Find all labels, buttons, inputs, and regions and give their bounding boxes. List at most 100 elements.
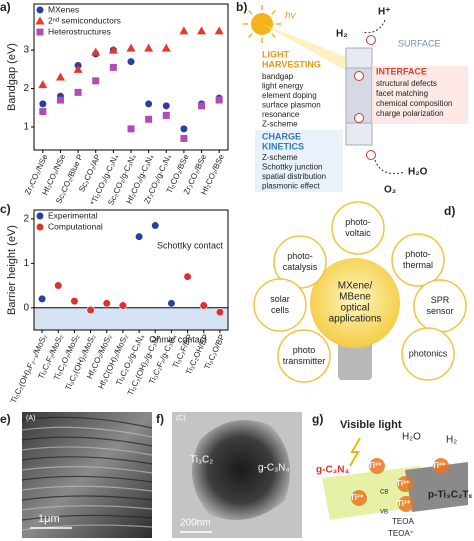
legend-label: Heterostructures: [48, 26, 111, 36]
legend-label: MXenes: [48, 4, 79, 14]
marker: [108, 45, 118, 54]
marker: [38, 99, 47, 108]
marker: [38, 80, 48, 89]
ti-label: Ti³⁺: [397, 499, 411, 508]
sun-ray: [248, 33, 253, 38]
marker: [36, 28, 44, 36]
application-label: photo-: [345, 217, 371, 227]
marker: [54, 281, 63, 290]
list-item: structural defects: [376, 79, 437, 88]
y-axis-title: Barrier height (eV): [6, 225, 18, 315]
ti-label: Ti³⁺: [432, 461, 446, 470]
list-item: element doping: [262, 91, 317, 100]
image-tag: (A): [26, 415, 35, 422]
marker: [37, 294, 47, 303]
marker: [179, 26, 189, 35]
y-tick-label: 1: [23, 258, 29, 269]
plot-frame: [33, 209, 229, 331]
ti-site: [369, 458, 385, 474]
list-item: resonance: [262, 110, 300, 119]
marker: [179, 124, 189, 133]
marker: [73, 64, 83, 73]
mxene-sheet: [405, 462, 468, 512]
ti-site: [398, 496, 414, 512]
marker: [162, 101, 171, 110]
marker: [55, 72, 65, 81]
marker: [151, 221, 160, 230]
light-beam: [262, 24, 355, 74]
light-label: Visible light: [340, 419, 402, 431]
application-bubble: [253, 278, 307, 332]
marker: [197, 26, 207, 35]
list-item: surface plasmon: [262, 101, 321, 110]
application-label: solar: [270, 294, 290, 304]
sun-ray: [248, 10, 253, 15]
marker: [91, 47, 101, 56]
panel-label: a): [0, 0, 11, 14]
reactant-label: H₂O: [402, 432, 421, 443]
electron: [366, 35, 376, 45]
scale-label: 1μm: [38, 513, 60, 525]
particle-bottom: [345, 122, 373, 146]
marker: [35, 222, 45, 232]
band-label: CB: [380, 490, 388, 496]
application-label: photo-: [405, 249, 431, 259]
panel-label: d): [444, 204, 455, 218]
y-axis-title: Bandgap (eV): [6, 43, 18, 111]
marker: [86, 305, 95, 315]
center-label: MXene/: [338, 281, 373, 292]
marker: [162, 111, 170, 119]
y-tick-label: 1: [23, 122, 29, 133]
marker: [199, 301, 208, 310]
marker: [198, 102, 206, 110]
marker: [144, 99, 153, 108]
y-tick-label: 3: [23, 45, 29, 56]
layer-texture: [21, 495, 153, 501]
section-title: HARVESTING: [262, 59, 321, 69]
image-annotation: Ti₃C₂: [190, 455, 213, 466]
list-item: facet matching: [376, 89, 428, 98]
arrow: [374, 159, 405, 174]
application-label: transmitter: [283, 356, 326, 366]
marker: [126, 43, 136, 52]
product-label: H₂: [446, 435, 457, 446]
application-label: photonics: [409, 348, 448, 358]
product-label: O₂: [384, 185, 396, 196]
kinetics-box: [255, 130, 343, 192]
lightning: [349, 437, 361, 467]
ti-label: Ti³⁺: [350, 493, 364, 502]
image-annotation: g-C₃N₄: [258, 463, 290, 474]
list-item: plasmonic effect: [262, 182, 320, 191]
application-label: cells: [271, 305, 290, 315]
marker: [74, 88, 82, 96]
layer-texture: [21, 426, 153, 438]
application-label: thermal: [403, 260, 433, 270]
layer-texture: [21, 416, 153, 429]
application-bubble: [391, 233, 445, 287]
marker: [39, 108, 47, 116]
reactant-label: H₂O: [408, 167, 428, 178]
material-label: p-Ti₃C₂Tₓ: [428, 490, 473, 501]
marker: [35, 5, 45, 15]
list-item: chemical composition: [376, 99, 452, 108]
marker: [102, 299, 111, 308]
marker: [109, 63, 117, 71]
layer-texture: [21, 485, 153, 492]
list-item: light energy: [262, 82, 303, 91]
marker: [183, 272, 192, 281]
application-bubble: [331, 201, 385, 255]
marker: [167, 299, 176, 308]
marker: [92, 77, 100, 85]
reactant-label: TEOA: [392, 517, 414, 526]
layer-texture: [21, 446, 153, 456]
interface-box: [372, 66, 468, 124]
particle-top: [345, 47, 373, 69]
panel-label: f): [156, 412, 164, 426]
marker: [56, 96, 64, 104]
application-bubble: [277, 329, 331, 383]
section-title: LIGHT: [262, 49, 289, 59]
marker: [215, 96, 223, 104]
particle: [192, 420, 290, 520]
bulb-base: [338, 342, 372, 380]
